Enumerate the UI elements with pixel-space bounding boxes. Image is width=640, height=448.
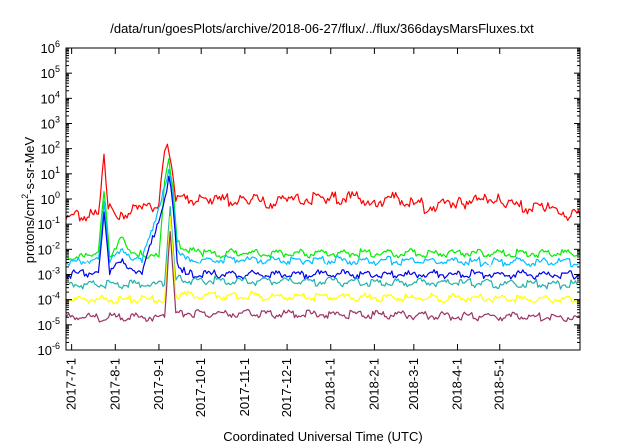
x-tick-label: 2017-7-1 — [64, 358, 79, 410]
chart-title: /data/run/goesPlots/archive/2018-06-27/f… — [110, 21, 534, 36]
y-axis: 10-6 10-5 10-4 10-3 10-2 10-1 100 101 102 103 104 1… — [38, 39, 580, 358]
series-line-5 — [66, 175, 580, 280]
y-axis-label: protons/cm2-s-sr-MeV — [20, 136, 37, 263]
y-tick-label: 105 — [41, 64, 60, 81]
series-line-4 — [66, 190, 580, 275]
x-tick-label: 2017-12-1 — [279, 358, 294, 417]
x-axis-label: Coordinated Universal Time (UTC) — [223, 429, 422, 444]
svg-text:protons/cm2-s-sr-MeV: protons/cm2-s-sr-MeV — [20, 136, 37, 263]
y-tick-label: 106 — [41, 39, 60, 56]
x-tick-label: 2017-11-1 — [237, 358, 252, 416]
x-tick-label: 2017-9-1 — [151, 358, 166, 410]
series-line-7 — [66, 216, 580, 305]
y-tick-label: 10-5 — [38, 316, 60, 333]
series-line-1 — [66, 143, 580, 222]
y-tick-label: 100 — [41, 190, 60, 207]
x-axis: 2017-7-1 2017-8-1 2017-9-1 2017-10-1 2017-11… — [64, 48, 507, 417]
series-line-8 — [66, 231, 580, 323]
y-tick-label: 10-2 — [38, 240, 60, 257]
y-tick-label: 102 — [41, 140, 60, 157]
x-tick-label: 2018-1-1 — [323, 358, 338, 410]
y-tick-label: 101 — [41, 165, 60, 182]
series-line-6 — [66, 206, 580, 290]
y-tick-label: 10-3 — [38, 266, 60, 283]
series-line-2 — [66, 158, 580, 261]
x-tick-label: 2017-8-1 — [107, 358, 122, 410]
x-tick-label: 2017-10-1 — [193, 358, 208, 417]
x-tick-label: 2018-5-1 — [492, 358, 507, 410]
y-tick-label: 10-1 — [38, 215, 60, 232]
x-tick-label: 2018-3-1 — [406, 358, 421, 410]
series-line-3 — [66, 168, 580, 268]
y-tick-label: 10-4 — [38, 291, 60, 308]
y-tick-label: 10-6 — [38, 341, 60, 358]
plot-frame — [65, 47, 581, 351]
y-tick-label: 103 — [41, 115, 60, 132]
plot-area — [66, 143, 580, 323]
x-tick-label: 2018-4-1 — [449, 358, 464, 410]
x-tick-label: 2018-2-1 — [366, 358, 381, 410]
y-tick-label: 104 — [41, 89, 60, 106]
